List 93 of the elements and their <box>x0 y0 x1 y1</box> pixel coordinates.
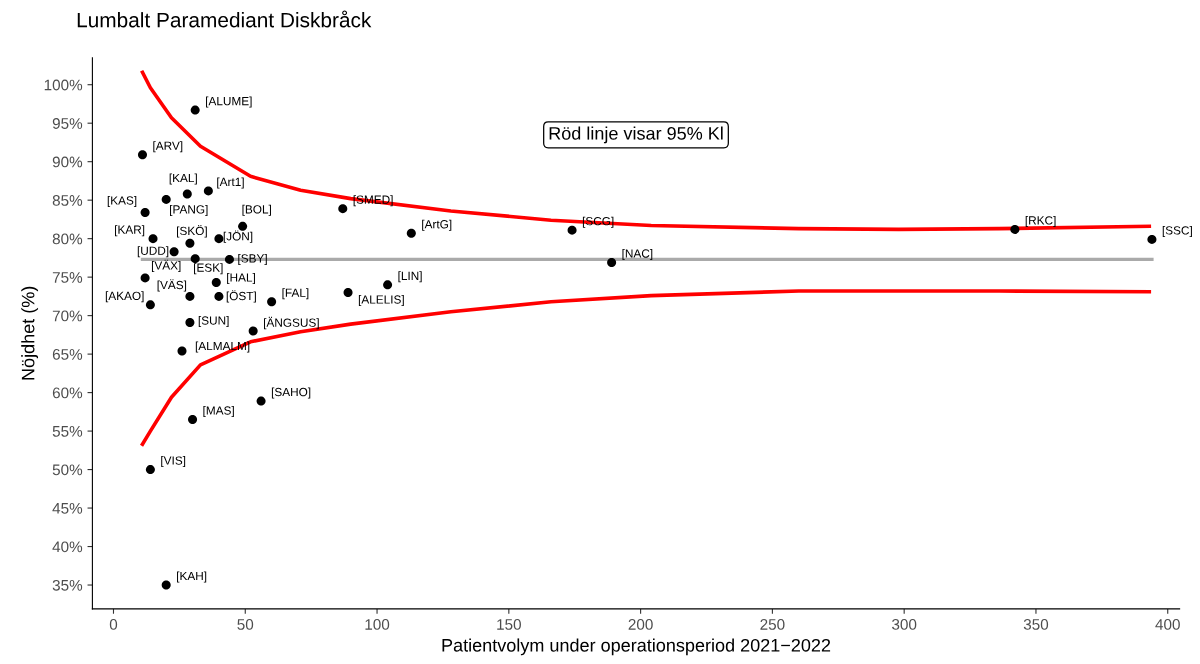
y-tick-label: 90% <box>52 156 83 168</box>
point <box>185 291 195 301</box>
y-tick-label: 70% <box>52 310 83 322</box>
x-tick-label: 150 <box>497 619 521 630</box>
annotation: [NAC] <box>622 249 653 261</box>
point <box>177 346 187 356</box>
point <box>161 580 171 590</box>
annotation: [ARV] <box>153 141 183 153</box>
point <box>224 254 234 264</box>
y-tick-label: 75% <box>52 272 83 283</box>
point <box>140 207 150 217</box>
annotation: [Art1] <box>217 177 244 189</box>
y-axis-title: Nöjdhet (%) <box>21 286 39 380</box>
point <box>140 273 150 283</box>
y-tick-label: 45% <box>52 502 83 514</box>
annotation: [SKÖ] <box>177 225 207 238</box>
annotation: [RKC] <box>1025 215 1056 227</box>
annotation: [SBY] <box>238 253 267 265</box>
annotation: [BOL] <box>242 204 271 216</box>
point <box>607 258 617 268</box>
point <box>203 186 213 196</box>
annotation: [MAS] <box>203 406 234 418</box>
y-tick-label: 95% <box>52 118 83 129</box>
point <box>148 234 158 244</box>
annotation: [VÄS] <box>157 279 187 292</box>
point <box>190 254 200 264</box>
y-tick-label: 35% <box>52 579 83 591</box>
x-tick-label: 200 <box>628 619 653 630</box>
annotation: [KAL] <box>169 173 197 185</box>
x-tick-label: 400 <box>1155 619 1180 630</box>
annotation: Röd linje visar 95% Kl <box>549 126 723 144</box>
x-tick-label: 100 <box>365 619 390 630</box>
point <box>343 288 353 298</box>
annotation: [KAR] <box>115 225 145 237</box>
y-tick-label: 50% <box>52 464 83 476</box>
y-tick-label: 80% <box>52 233 83 245</box>
annotation: [ALUME] <box>206 96 252 108</box>
point <box>383 280 393 290</box>
annotation: [LIN] <box>398 271 422 283</box>
annotation: [SCG] <box>582 216 614 228</box>
point <box>1010 224 1020 234</box>
point <box>238 221 248 231</box>
x-tick-label: 350 <box>1023 619 1049 630</box>
annotation: [KAS] <box>107 195 137 207</box>
annotation: [ArtG] <box>422 219 452 231</box>
annotation: [VIS] <box>161 456 186 468</box>
x-tick-label: 250 <box>760 619 785 630</box>
point <box>145 465 155 475</box>
point <box>161 194 171 204</box>
point <box>185 318 195 328</box>
point <box>169 247 179 257</box>
point <box>211 278 221 288</box>
y-tick-label: 100% <box>44 79 83 91</box>
annotation: [ESK] <box>194 263 223 275</box>
chart-title: Lumbalt Paramediant Diskbråck <box>77 10 372 28</box>
y-tick-label: 55% <box>52 426 83 437</box>
point <box>338 204 348 214</box>
point <box>567 225 577 235</box>
point <box>256 396 266 406</box>
annotation: [JÖN] <box>223 230 253 243</box>
annotation: [PANG] <box>170 204 208 216</box>
annotation: [AKAO] <box>105 291 144 303</box>
point <box>248 326 258 336</box>
point <box>182 189 192 199</box>
annotation: [SAHO] <box>271 387 311 399</box>
point <box>137 150 147 160</box>
annotation: [ÖST] <box>226 290 256 303</box>
x-tick-label: 0 <box>109 619 118 630</box>
point <box>188 415 198 425</box>
annotation: [ALELIS] <box>358 295 404 307</box>
y-tick-label: 65% <box>52 348 83 360</box>
x-tick-label: 50 <box>237 619 254 630</box>
y-tick-label: 60% <box>52 387 83 399</box>
annotation: [UDD] <box>137 246 169 258</box>
x-axis-title: Patientvolym under operationsperiod 2021−2022 <box>442 638 831 656</box>
x-tick-label: 300 <box>892 619 917 630</box>
point <box>406 228 416 238</box>
point <box>214 234 224 244</box>
annotation: [HAL] <box>227 273 255 285</box>
point <box>190 105 200 115</box>
point <box>214 291 224 301</box>
y-tick-label: 40% <box>52 541 83 553</box>
annotation: [ÄNGSUS] <box>264 316 319 330</box>
y-tick-label: 85% <box>52 195 83 206</box>
annotation: [KAH] <box>177 571 207 583</box>
point <box>267 297 277 307</box>
point <box>1147 234 1157 244</box>
point <box>185 238 195 248</box>
annotation: [SSC] <box>1162 225 1192 237</box>
annotation: [FAL] <box>282 288 309 300</box>
point <box>145 300 155 310</box>
annotation: [SUN] <box>198 316 229 328</box>
annotation: [VÄX] <box>151 259 181 273</box>
